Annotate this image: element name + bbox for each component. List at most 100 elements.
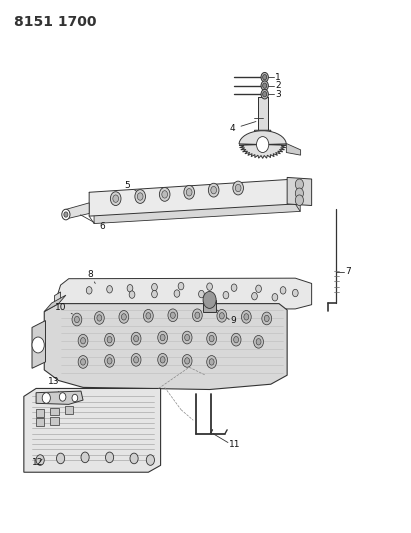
- Circle shape: [129, 291, 135, 298]
- Circle shape: [211, 187, 217, 194]
- Circle shape: [121, 314, 126, 320]
- Polygon shape: [55, 292, 60, 304]
- Polygon shape: [94, 187, 300, 223]
- Circle shape: [261, 81, 268, 91]
- Circle shape: [107, 358, 112, 364]
- Circle shape: [262, 312, 272, 325]
- Text: 7: 7: [345, 268, 351, 276]
- Circle shape: [203, 292, 216, 309]
- Circle shape: [178, 282, 184, 290]
- Circle shape: [207, 356, 217, 368]
- Polygon shape: [203, 300, 216, 312]
- Circle shape: [174, 290, 180, 297]
- Circle shape: [59, 393, 66, 401]
- Circle shape: [261, 90, 268, 99]
- Circle shape: [263, 75, 267, 80]
- Circle shape: [159, 188, 170, 201]
- Circle shape: [186, 189, 192, 196]
- Text: 9: 9: [230, 316, 236, 325]
- Text: 12: 12: [32, 458, 44, 467]
- Text: 3: 3: [275, 90, 281, 99]
- Circle shape: [111, 192, 121, 206]
- Circle shape: [234, 336, 238, 343]
- Polygon shape: [55, 278, 312, 310]
- Circle shape: [182, 354, 192, 367]
- Text: 10: 10: [55, 303, 72, 314]
- Circle shape: [185, 358, 189, 364]
- Circle shape: [95, 312, 104, 324]
- Bar: [36, 418, 44, 425]
- Bar: [51, 408, 58, 415]
- Polygon shape: [65, 203, 89, 219]
- Circle shape: [105, 354, 115, 367]
- Circle shape: [217, 310, 227, 322]
- Text: 5: 5: [124, 181, 138, 192]
- Circle shape: [81, 337, 85, 344]
- Text: 8: 8: [87, 270, 95, 284]
- Circle shape: [135, 190, 145, 204]
- Polygon shape: [32, 320, 46, 368]
- Circle shape: [219, 313, 224, 319]
- Circle shape: [296, 188, 303, 199]
- Circle shape: [32, 337, 44, 353]
- Circle shape: [184, 185, 194, 199]
- Circle shape: [162, 191, 168, 198]
- Circle shape: [113, 195, 118, 203]
- Circle shape: [158, 331, 168, 344]
- Polygon shape: [44, 295, 66, 312]
- Circle shape: [107, 286, 113, 293]
- Bar: [36, 409, 44, 417]
- Circle shape: [86, 287, 92, 294]
- Circle shape: [223, 292, 229, 299]
- Circle shape: [209, 335, 214, 342]
- Bar: [65, 407, 73, 414]
- Circle shape: [72, 313, 82, 326]
- Circle shape: [296, 195, 303, 206]
- Circle shape: [107, 336, 112, 343]
- Circle shape: [127, 285, 133, 292]
- Polygon shape: [287, 177, 312, 206]
- Circle shape: [207, 283, 212, 290]
- Circle shape: [119, 311, 129, 323]
- Bar: [51, 417, 58, 424]
- Circle shape: [296, 179, 303, 190]
- Circle shape: [236, 184, 241, 192]
- Circle shape: [160, 357, 165, 363]
- Circle shape: [146, 313, 151, 319]
- Circle shape: [209, 359, 214, 365]
- Circle shape: [256, 338, 261, 345]
- Circle shape: [192, 309, 202, 321]
- Text: 2: 2: [275, 81, 281, 90]
- Circle shape: [130, 453, 138, 464]
- Text: 6: 6: [81, 215, 105, 231]
- Circle shape: [64, 212, 68, 217]
- Circle shape: [256, 285, 261, 293]
- Circle shape: [252, 293, 257, 300]
- Circle shape: [36, 455, 44, 465]
- Circle shape: [78, 334, 88, 347]
- Circle shape: [261, 72, 268, 82]
- Circle shape: [263, 83, 267, 88]
- Circle shape: [143, 310, 153, 322]
- Polygon shape: [286, 143, 300, 155]
- Circle shape: [81, 359, 85, 365]
- Circle shape: [272, 294, 278, 301]
- Text: 11: 11: [229, 440, 240, 449]
- Circle shape: [168, 309, 178, 321]
- Circle shape: [233, 181, 243, 195]
- Circle shape: [199, 290, 204, 298]
- Circle shape: [293, 289, 298, 297]
- Circle shape: [244, 314, 249, 320]
- Circle shape: [42, 393, 51, 403]
- Circle shape: [134, 335, 139, 342]
- Circle shape: [254, 335, 263, 348]
- Circle shape: [74, 317, 79, 322]
- Circle shape: [131, 332, 141, 345]
- Circle shape: [56, 453, 65, 464]
- Circle shape: [146, 455, 155, 465]
- Circle shape: [152, 290, 157, 298]
- Polygon shape: [254, 130, 271, 139]
- Circle shape: [105, 333, 115, 346]
- Circle shape: [264, 316, 269, 321]
- Circle shape: [263, 92, 267, 97]
